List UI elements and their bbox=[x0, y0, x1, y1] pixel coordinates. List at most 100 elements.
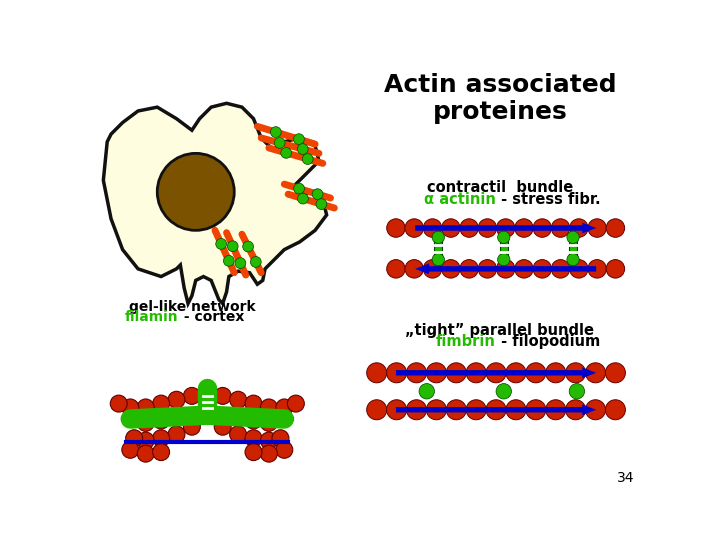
Text: contractil  bundle: contractil bundle bbox=[427, 180, 573, 195]
Circle shape bbox=[405, 219, 423, 237]
Circle shape bbox=[276, 410, 293, 428]
Circle shape bbox=[566, 363, 585, 383]
Circle shape bbox=[432, 253, 444, 266]
Circle shape bbox=[138, 445, 154, 462]
Circle shape bbox=[215, 387, 231, 404]
Circle shape bbox=[387, 363, 407, 383]
Circle shape bbox=[441, 260, 460, 278]
FancyArrow shape bbox=[396, 404, 596, 415]
Circle shape bbox=[533, 219, 552, 237]
Circle shape bbox=[606, 400, 626, 420]
Circle shape bbox=[515, 219, 534, 237]
Text: α actinin: α actinin bbox=[424, 192, 496, 207]
Circle shape bbox=[261, 414, 277, 431]
Circle shape bbox=[261, 399, 277, 416]
Circle shape bbox=[122, 441, 139, 458]
Circle shape bbox=[585, 363, 606, 383]
Circle shape bbox=[585, 400, 606, 420]
Circle shape bbox=[230, 426, 246, 443]
Text: - cortex: - cortex bbox=[179, 309, 244, 323]
Circle shape bbox=[157, 153, 234, 231]
Circle shape bbox=[407, 363, 426, 383]
Circle shape bbox=[230, 409, 246, 426]
Circle shape bbox=[122, 410, 139, 428]
Circle shape bbox=[245, 395, 262, 412]
Circle shape bbox=[498, 231, 510, 244]
Circle shape bbox=[168, 426, 185, 443]
Circle shape bbox=[446, 400, 467, 420]
Circle shape bbox=[297, 144, 308, 154]
Circle shape bbox=[281, 147, 292, 158]
Text: gel-like network: gel-like network bbox=[129, 300, 255, 314]
Circle shape bbox=[184, 418, 200, 435]
Circle shape bbox=[243, 241, 253, 252]
Circle shape bbox=[230, 392, 246, 408]
Circle shape bbox=[570, 383, 585, 399]
Circle shape bbox=[552, 260, 570, 278]
Circle shape bbox=[606, 363, 626, 383]
Circle shape bbox=[251, 256, 261, 267]
Circle shape bbox=[552, 219, 570, 237]
Circle shape bbox=[441, 219, 460, 237]
Bar bbox=[570, 237, 577, 260]
Circle shape bbox=[245, 444, 262, 461]
Circle shape bbox=[426, 400, 446, 420]
Text: „tight” parallel bundle: „tight” parallel bundle bbox=[405, 323, 595, 338]
Circle shape bbox=[566, 400, 585, 420]
Circle shape bbox=[261, 445, 277, 462]
Text: fimbrin: fimbrin bbox=[436, 334, 496, 349]
Circle shape bbox=[567, 231, 579, 244]
Circle shape bbox=[567, 253, 579, 266]
Circle shape bbox=[407, 400, 426, 420]
Circle shape bbox=[168, 409, 185, 426]
Circle shape bbox=[138, 432, 154, 449]
Circle shape bbox=[316, 199, 327, 210]
Circle shape bbox=[526, 400, 546, 420]
Text: 34: 34 bbox=[617, 471, 634, 485]
Text: - stress fibr.: - stress fibr. bbox=[496, 192, 600, 207]
Circle shape bbox=[138, 399, 154, 416]
Circle shape bbox=[546, 363, 566, 383]
FancyArrow shape bbox=[415, 222, 596, 233]
Circle shape bbox=[496, 219, 515, 237]
Circle shape bbox=[423, 260, 442, 278]
Circle shape bbox=[526, 363, 546, 383]
Circle shape bbox=[297, 193, 308, 204]
Circle shape bbox=[245, 430, 262, 447]
Circle shape bbox=[110, 395, 127, 412]
Circle shape bbox=[606, 219, 625, 237]
Circle shape bbox=[122, 399, 139, 416]
Circle shape bbox=[515, 260, 534, 278]
FancyArrow shape bbox=[415, 264, 596, 274]
Circle shape bbox=[274, 138, 285, 148]
Circle shape bbox=[423, 219, 442, 237]
Circle shape bbox=[153, 395, 170, 412]
Text: Actin associated
proteines: Actin associated proteines bbox=[384, 72, 616, 124]
Circle shape bbox=[387, 260, 405, 278]
Circle shape bbox=[223, 255, 234, 266]
Circle shape bbox=[460, 260, 478, 278]
Circle shape bbox=[276, 399, 293, 416]
FancyArrow shape bbox=[396, 367, 596, 378]
Circle shape bbox=[546, 400, 566, 420]
Circle shape bbox=[366, 400, 387, 420]
Circle shape bbox=[312, 189, 323, 199]
Circle shape bbox=[294, 134, 305, 145]
Circle shape bbox=[153, 444, 170, 461]
Circle shape bbox=[153, 430, 170, 447]
Circle shape bbox=[294, 183, 305, 194]
Circle shape bbox=[486, 400, 506, 420]
Circle shape bbox=[276, 441, 293, 458]
Circle shape bbox=[478, 219, 497, 237]
Circle shape bbox=[216, 239, 227, 249]
Circle shape bbox=[366, 363, 387, 383]
Circle shape bbox=[387, 219, 405, 237]
Circle shape bbox=[496, 260, 515, 278]
Circle shape bbox=[215, 418, 231, 435]
Circle shape bbox=[466, 363, 486, 383]
Circle shape bbox=[486, 363, 506, 383]
Circle shape bbox=[606, 260, 625, 278]
Circle shape bbox=[506, 363, 526, 383]
Bar bbox=[500, 237, 508, 260]
Circle shape bbox=[588, 260, 606, 278]
